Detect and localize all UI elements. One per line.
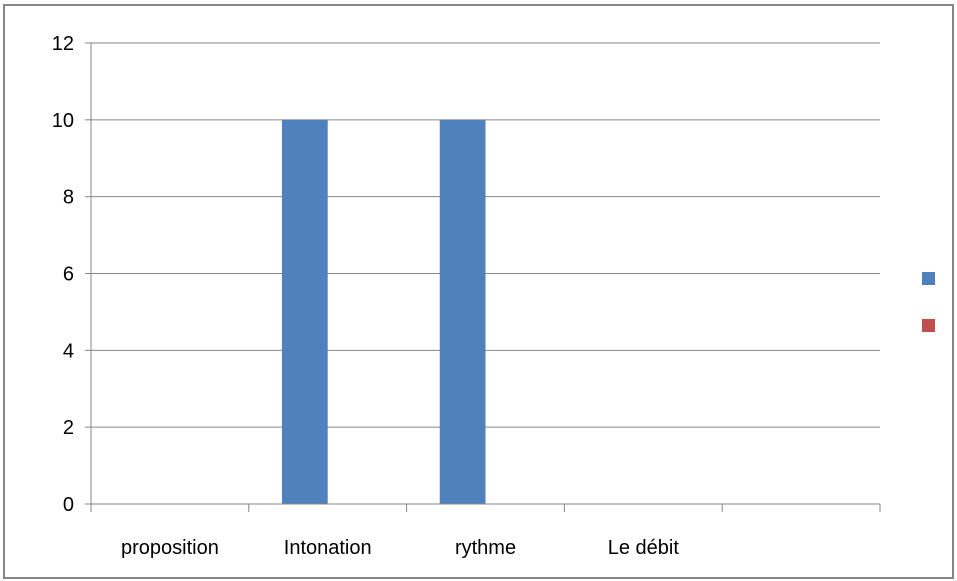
tick-labels: 0 2 4 6 8 10 12 proposition Intonation rythme Le d… [52,33,680,559]
legend [922,272,935,332]
y-tick-label-4: 4 [63,340,74,362]
legend-swatch-1 [922,272,935,285]
y-tick-label-12: 12 [52,33,74,55]
y-tick-label-6: 6 [63,264,74,286]
y-tick-label-8: 8 [63,187,74,209]
bar-1-1 [281,119,328,504]
x-tick-label-1: Intonation [284,537,372,559]
bar-1-2 [439,119,486,504]
y-tick-label-10: 10 [52,110,74,132]
x-tick-label-3: Le débit [608,537,680,559]
x-tick-label-0: proposition [121,537,219,559]
axes [85,42,881,512]
y-tick-label-2: 2 [63,417,74,439]
legend-swatch-2 [922,319,935,332]
y-tick-label-0: 0 [63,494,74,516]
x-tick-label-2: rythme [455,537,516,559]
bars [281,119,486,504]
